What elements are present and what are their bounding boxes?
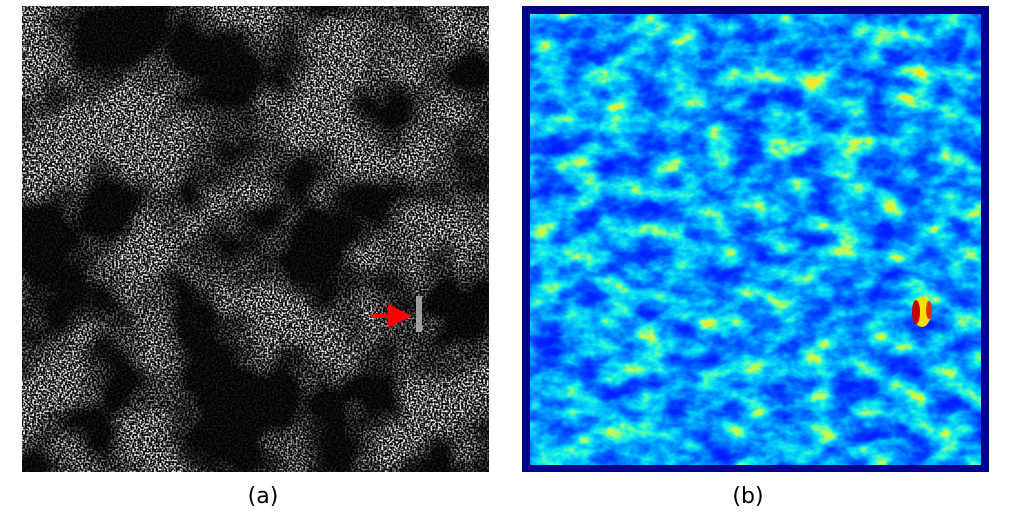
hotspot-core	[926, 301, 932, 319]
speckle-image	[22, 6, 489, 472]
panel-b	[522, 6, 989, 472]
target	[416, 296, 422, 332]
caption: (a)	[248, 484, 279, 509]
caption: (b)	[732, 484, 763, 509]
anomaly-map	[530, 14, 981, 465]
hotspot-core	[912, 300, 920, 324]
panel-a	[22, 6, 489, 472]
